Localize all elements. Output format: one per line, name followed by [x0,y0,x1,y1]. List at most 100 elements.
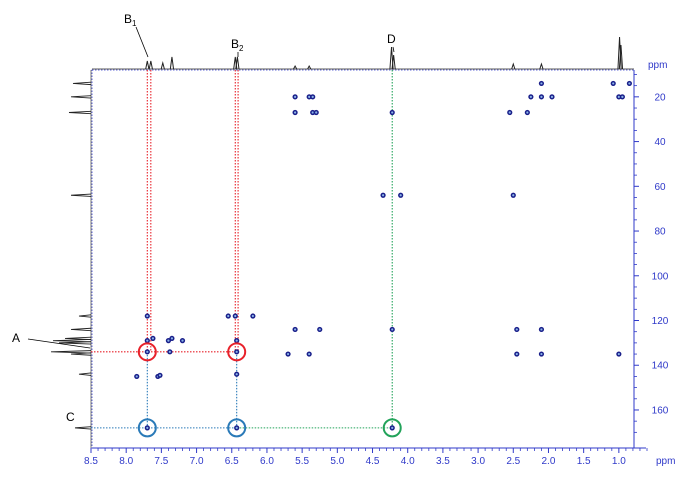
left-projection-peak [68,110,92,115]
cross-peak-core [515,352,518,356]
annotation-b2: B2 [231,37,244,53]
cross-peak-core [146,314,149,318]
cross-peak-core [508,111,511,114]
x-tick-label: 5.5 [295,456,309,467]
cross-peak-core [235,339,238,342]
y-axis: 20 40 60 80 100 120 140 160 [633,70,669,448]
y-tick-label: 160 [652,405,669,416]
cross-peak-core [617,352,620,356]
cross-peak-core [294,111,297,114]
y-tick-label: 80 [654,227,666,238]
cross-peak-core [294,328,297,331]
cross-peak-core [170,337,174,340]
x-axis-unit: ppm [656,456,675,467]
cross-peak-core [540,328,543,331]
top-projection-peak [539,62,544,70]
top-projection-peak [235,56,240,70]
x-tick-label: 5.0 [330,456,344,467]
x-tick-label: 7.0 [190,456,204,467]
annotations: B1 B2 D A C [12,12,396,424]
x-tick-label: 6.5 [225,456,239,467]
annotation-subscript: 2 [239,44,244,53]
x-tick-label: 4.0 [401,456,415,467]
top-projection-peak [148,60,153,70]
left-projection-peak [78,372,92,376]
annotation-b1: B1 [124,12,137,28]
left-projection-peak [50,350,92,354]
cross-peak-core [315,111,318,114]
cross-peak-core [540,352,543,356]
cross-peak-core [311,111,314,114]
cross-peak-core [235,350,238,353]
highlight-circle [137,342,157,362]
cross-peak-core [251,314,254,318]
annotation-leader [135,26,149,58]
cross-peak-core [621,95,624,98]
cross-peak-core [151,337,155,340]
highlight-circle [227,418,247,438]
cross-peak-core [146,426,149,429]
left-projection-peak [64,336,92,341]
left-projection-peak [52,338,92,343]
cross-peak-core [135,375,138,378]
cross-peak-core [168,350,171,353]
cross-peak-core [308,95,311,98]
cross-peak-core [294,95,297,98]
x-tick-label: 8.5 [84,456,98,467]
cross-peak-core [167,339,170,342]
cross-peak-core [146,339,149,342]
top-projection-peak [618,44,624,70]
x-tick-label: 7.5 [154,456,168,467]
cross-peak-core [235,373,238,376]
x-tick-label: 6.0 [260,456,274,467]
top-projection-peak [617,36,622,70]
cross-peak-core [181,339,184,342]
cross-peak-core [628,82,631,85]
cross-peak-core [399,194,402,197]
y-tick-label: 60 [654,182,666,193]
y-tick-label: 140 [652,361,669,372]
cross-peak-core [617,95,620,98]
annotation-leader [27,338,91,349]
cross-peak-core [235,426,238,429]
annotation-d: D [387,32,396,46]
left-projection-peak [78,314,92,318]
guide-lines [91,70,393,429]
y-axis-unit: ppm [648,60,667,71]
cross-peak-core [308,352,311,356]
x-tick-label: 4.5 [366,456,380,467]
cross-peak-core [526,111,529,114]
cross-peak-core [391,426,394,429]
cross-peak-core [158,374,162,377]
plot-frame [91,69,635,449]
annotation-leader [392,46,395,53]
annotation-c: C [66,410,75,424]
cross-peak-core [512,194,515,197]
cross-peaks [134,80,633,431]
x-tick-label: 1.0 [612,456,626,467]
cross-peak-core [391,328,394,331]
top-projection-peak [293,64,298,70]
top-projection [92,36,634,70]
cross-peak-core [612,82,615,85]
top-projection-peak [145,60,150,70]
top-projection-peak [511,62,516,70]
cross-peak-core [286,352,290,356]
cross-peak-core [540,82,543,85]
highlight-circle [137,418,157,438]
cross-peak-core [529,95,532,98]
cross-peak-core [391,111,394,114]
cross-peak-core [234,314,237,318]
cross-peak-core [146,350,149,353]
top-projection-peak [307,64,312,70]
highlight-circle [382,418,402,438]
cross-peak-core [550,95,554,98]
top-projection-peak [160,61,165,70]
y-tick-label: 100 [652,271,669,282]
left-projection-peak [70,327,92,332]
y-tick-label: 120 [652,316,669,327]
x-tick-label: 2.5 [506,456,520,467]
left-projection-peak [70,193,92,197]
